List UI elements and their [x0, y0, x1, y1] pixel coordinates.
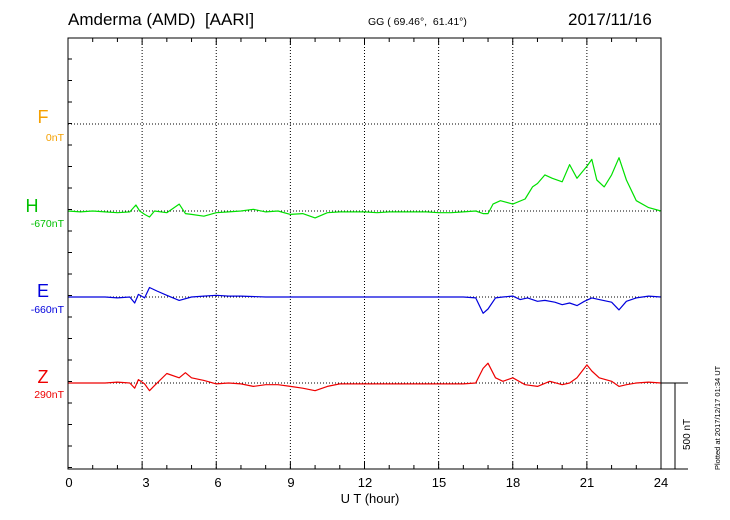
date-title: 2017/11/16: [568, 10, 652, 29]
plot-frame: [67, 37, 662, 470]
station-title: Amderma (AMD) [AARI]: [68, 10, 255, 29]
series-line-z: [68, 362, 662, 392]
grid-lines: [67, 38, 662, 469]
x-tick-label: 21: [579, 475, 595, 490]
x-axis-label: U T (hour): [340, 491, 400, 506]
scale-bar: [661, 382, 688, 470]
x-tick-label: 18: [505, 475, 521, 490]
plotted-note: Plotted at 2017/12/17 01:34 UT: [713, 365, 722, 470]
series-lines: [67, 157, 662, 392]
coordinates-label: GG ( 69.46°, 61.41°): [368, 16, 467, 28]
x-tick-label: 12: [357, 475, 373, 490]
x-tick-label: 0: [65, 475, 73, 490]
component-baseline-z: 290nT: [34, 389, 64, 401]
scale-bar-label: 500 nT: [682, 418, 693, 450]
component-label-f: F: [37, 107, 49, 127]
x-tick-label: 15: [431, 475, 447, 490]
x-tick-label: 3: [142, 475, 150, 490]
component-baseline-e: -660nT: [30, 304, 64, 316]
component-baseline-f: 0nT: [45, 132, 64, 144]
component-label-h: H: [25, 196, 39, 216]
component-label-e: E: [36, 281, 49, 301]
component-baseline-h: -670nT: [30, 218, 64, 230]
series-line-e: [68, 286, 662, 314]
x-tick-label: 9: [287, 475, 295, 490]
x-tick-label: 24: [653, 475, 669, 490]
series-line-h: [67, 157, 662, 219]
component-label-z: Z: [37, 367, 49, 387]
x-tick-label: 6: [214, 475, 222, 490]
